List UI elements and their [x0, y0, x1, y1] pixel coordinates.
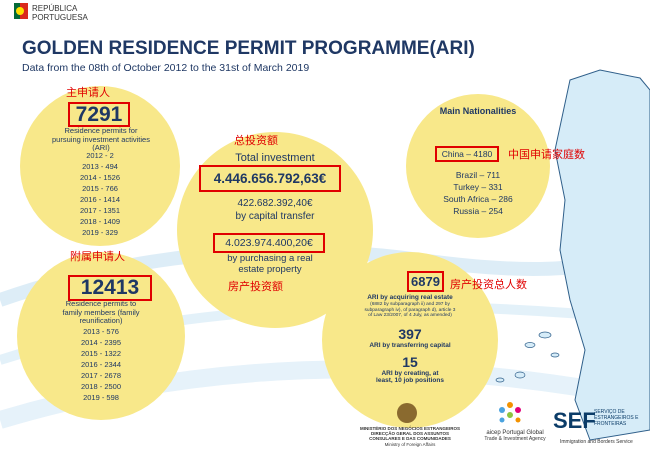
total: 7291 — [68, 102, 130, 127]
amount: 422.682.392,40€ — [237, 198, 313, 209]
description: Residence permits for pursuing investmen… — [52, 126, 150, 153]
year-list: 2013 - 576 2014 - 2395 2015 - 1322 2016 - 2… — [51, 326, 151, 403]
year-item: 2019 - 329 — [82, 228, 118, 237]
annotation: 中国申请家庭数 — [508, 149, 585, 161]
annotation: 总投资额 — [234, 135, 278, 147]
total: 12413 — [68, 275, 152, 301]
logo-line: REPÚBLICA — [32, 4, 78, 13]
year-item: 2018 - 2500 — [80, 382, 122, 391]
year-item: 2012 - 2 — [86, 151, 114, 160]
year-item: 2013 - 576 — [83, 327, 119, 336]
nationality-item: Brazil – 711 — [455, 170, 501, 180]
year-item: 2014 - 1526 — [79, 173, 121, 182]
nationality-item: Russia – 254 — [453, 206, 503, 216]
year-item: 2016 - 1414 — [79, 195, 121, 204]
ministry-line: MINISTÉRIO DOS NEGÓCIOS ESTRANGEIROS — [359, 426, 460, 431]
logo-text: REPÚBLICA PORTUGUESA — [32, 4, 88, 22]
year-item: 2019 - 598 — [83, 393, 119, 402]
year-item: 2015 - 1322 — [80, 349, 122, 358]
subtitle: Data from the 08th of October 2012 to th… — [22, 62, 310, 74]
label: ARI by creating, at least, 10 job positi… — [376, 370, 444, 385]
year-item: 2013 - 494 — [82, 162, 118, 171]
label: by purchasing a real estate property — [227, 253, 313, 275]
annotation: 房产投资总人数 — [450, 279, 527, 291]
annotation: 主申请人 — [66, 87, 110, 99]
total: 397 — [398, 326, 422, 342]
sef-full: SERVIÇO DE ESTRANGEIROS E FRONTEIRAS — [594, 409, 639, 427]
label: by capital transfer — [235, 211, 315, 222]
ministry-line: DIRECÇÃO GERAL DOS ASSUNTOS CONSULARES E… — [369, 431, 451, 442]
title: Main Nationalities — [439, 106, 517, 116]
ministry-line: Ministry of Foreign Affairs — [384, 441, 436, 447]
amount: 4.023.974.400,20€ — [213, 233, 325, 253]
total: 4.446.656.792,63€ — [199, 165, 341, 192]
nationality-item: China – 4180 — [435, 146, 499, 162]
ministry-logo: MINISTÉRIO DOS NEGÓCIOS ESTRANGEIROS DIRE… — [355, 426, 465, 447]
total: 6879 — [407, 271, 444, 292]
label: ARI by acquiring real estate — [367, 294, 453, 301]
aicep-caption: Trade & Investment Agency — [484, 435, 546, 442]
logo-line: PORTUGUESA — [32, 13, 88, 23]
sef-name: SEF — [553, 408, 596, 433]
annotation: 附属申请人 — [70, 251, 125, 263]
year-item: 2018 - 1409 — [79, 217, 121, 226]
total: 15 — [402, 354, 418, 370]
annotation: 房产投资额 — [228, 281, 283, 293]
year-item: 2016 - 2344 — [80, 360, 122, 369]
year-list: 2012 - 2 2013 - 494 2014 - 1526 2015 - 766 2… — [50, 150, 150, 238]
label: ARI by transferring capital — [369, 342, 451, 349]
description: Residence permits to family members (fam… — [62, 299, 140, 326]
label: Total investment — [235, 152, 315, 164]
aicep-name: aicep Portugal Global — [486, 430, 544, 436]
aicep-logo: aicep Portugal Global Trade & Investment … — [480, 430, 550, 443]
note: (6882 by subparagraph ii) and 297 by sub… — [364, 302, 456, 319]
nationality-item: Turkey – 331 — [453, 182, 503, 192]
nationality-item: South Africa – 286 — [443, 194, 513, 204]
year-item: 2017 - 2678 — [80, 371, 122, 380]
year-item: 2017 - 1351 — [79, 206, 121, 215]
sef-caption: Immigration and Borders Service — [560, 439, 633, 445]
year-item: 2015 - 766 — [82, 184, 118, 193]
title: GOLDEN RESIDENCE PERMIT PROGRAMME(ARI) — [22, 38, 475, 59]
year-item: 2014 - 2395 — [80, 338, 122, 347]
